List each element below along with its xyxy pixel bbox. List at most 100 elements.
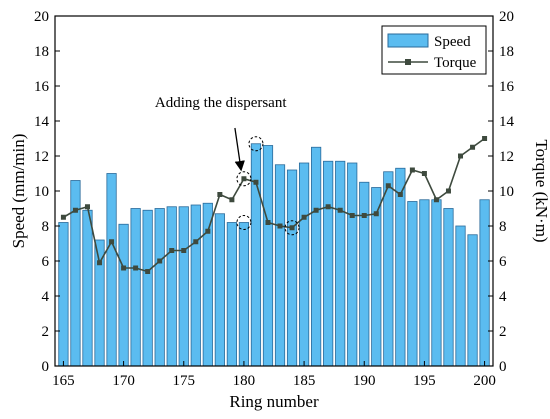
- speed-bar-196: [431, 199, 442, 367]
- y-left-tick-label: 16: [34, 79, 50, 95]
- legend-torque-marker: [405, 59, 411, 65]
- y-right-tick-label: 14: [499, 114, 515, 130]
- torque-point-173: [157, 258, 163, 264]
- speed-bar-186: [311, 146, 322, 367]
- x-tick-label: 195: [413, 373, 436, 389]
- x-tick-label: 170: [112, 373, 135, 389]
- torque-point-194: [409, 167, 415, 173]
- torque-point-169: [109, 239, 115, 245]
- x-tick-label: 190: [353, 373, 376, 389]
- y-right-tick-label: 8: [499, 219, 507, 235]
- speed-bar-168: [94, 239, 105, 367]
- x-axis-title: Ring number: [229, 392, 319, 411]
- speed-bar-197: [443, 208, 454, 367]
- y-right-axis-title: Torque (kN·m): [532, 139, 550, 242]
- speed-bar-177: [202, 202, 213, 367]
- torque-point-186: [313, 207, 319, 213]
- torque-point-183: [277, 223, 283, 229]
- y-right-tick-label: 12: [499, 149, 514, 165]
- y-left-tick-label: 20: [34, 9, 49, 25]
- torque-point-190: [361, 213, 367, 218]
- speed-bar-187: [323, 160, 334, 367]
- legend-speed-label: Speed: [434, 34, 471, 50]
- y-right-tick-label: 6: [499, 254, 507, 270]
- speed-bar-189: [347, 162, 358, 367]
- y-right-tick-label: 10: [499, 184, 514, 200]
- torque-point-196: [433, 197, 439, 203]
- speed-bar-165: [58, 222, 69, 367]
- y-right-tick-label: 20: [499, 9, 514, 25]
- speed-bar-175: [178, 206, 189, 367]
- speed-bar-174: [166, 206, 177, 367]
- highlight-circle-3: [284, 220, 300, 236]
- speed-bar-180: [238, 222, 250, 367]
- torque-point-174: [169, 248, 175, 253]
- y-left-tick-label: 14: [34, 114, 50, 130]
- annotation-group: Adding the dispersant: [155, 95, 287, 172]
- torque-point-170: [121, 265, 127, 271]
- speed-bar-199: [467, 234, 478, 367]
- axes: 0 0 2 2 4 4 6 6 8 8 10 10 12 12 14 14 16 16 18 18 20 20 165 170…: [9, 9, 550, 411]
- speed-bar-192: [383, 171, 394, 367]
- torque-point-179: [229, 197, 235, 203]
- x-tick-label: 165: [52, 373, 75, 389]
- legend-torque-label: Torque: [434, 55, 477, 71]
- speed-bar-188: [335, 160, 346, 367]
- torque-point-171: [133, 265, 139, 271]
- y-left-tick-label: 0: [42, 359, 50, 375]
- y-left-tick-label: 10: [34, 184, 49, 200]
- speed-bars: [58, 143, 490, 367]
- highlight-circle-0: [236, 171, 252, 187]
- torque-point-167: [84, 204, 90, 210]
- torque-point-185: [301, 214, 307, 220]
- x-tick-label: 185: [293, 373, 316, 389]
- torque-point-176: [193, 239, 199, 245]
- torque-point-168: [97, 260, 103, 266]
- y-right-tick-label: 2: [499, 324, 507, 340]
- speed-bar-198: [455, 225, 466, 367]
- speed-bar-169: [106, 173, 117, 367]
- torque-point-193: [397, 192, 403, 197]
- speed-bar-178: [214, 213, 225, 367]
- legend-speed-swatch: [387, 33, 429, 48]
- y-left-tick-label: 18: [34, 44, 49, 60]
- torque-point-180: [241, 176, 247, 182]
- torque-point-197: [445, 188, 451, 194]
- torque-point-184: [289, 225, 295, 231]
- speed-bar-182: [262, 145, 274, 367]
- speed-bar-183: [274, 164, 286, 367]
- speed-bar-167: [82, 209, 93, 367]
- speed-bar-171: [130, 208, 141, 367]
- annotation-label: Adding the dispersant: [155, 95, 287, 111]
- y-right-tick-label: 16: [499, 79, 515, 95]
- speed-bar-195: [419, 199, 430, 367]
- y-left-tick-label: 12: [34, 149, 49, 165]
- torque-point-187: [325, 204, 331, 210]
- y-right-tick-label: 18: [499, 44, 514, 60]
- speed-bar-176: [190, 204, 201, 367]
- torque-line-group: [60, 136, 488, 274]
- torque-point-200: [482, 136, 488, 141]
- speed-bar-172: [142, 209, 153, 367]
- torque-point-198: [458, 153, 464, 159]
- torque-point-178: [217, 192, 223, 197]
- speed-bar-179: [226, 222, 237, 367]
- torque-point-165: [60, 214, 66, 220]
- torque-point-188: [337, 207, 343, 213]
- torque-point-172: [145, 269, 151, 274]
- y-left-tick-label: 2: [42, 324, 50, 340]
- x-tick-label: 180: [233, 373, 256, 389]
- annotation-arrow: [234, 127, 245, 172]
- x-tick-label: 175: [173, 373, 196, 389]
- legend: Speed Torque: [381, 25, 487, 75]
- torque-point-192: [385, 183, 391, 189]
- y-left-axis-title: Speed (mm/min): [9, 134, 28, 249]
- torque-point-181: [253, 179, 259, 185]
- torque-point-166: [72, 207, 78, 213]
- torque-point-189: [349, 213, 355, 218]
- torque-point-195: [421, 171, 427, 176]
- highlight-circle-1: [236, 215, 252, 230]
- speed-bar-181: [250, 143, 262, 367]
